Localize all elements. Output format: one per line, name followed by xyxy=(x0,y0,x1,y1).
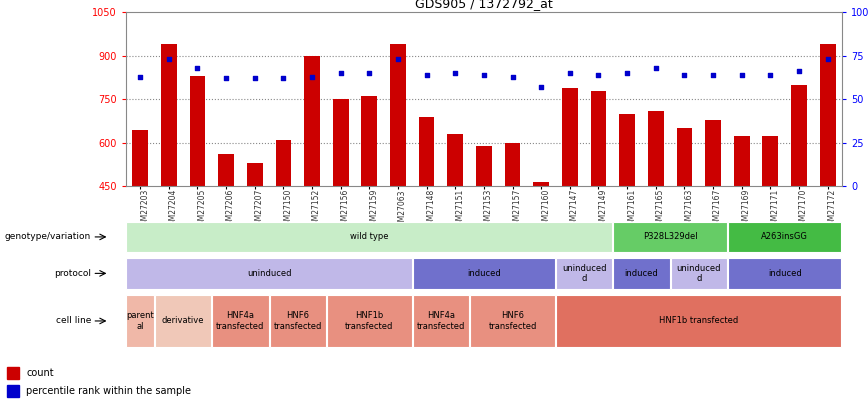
Bar xyxy=(728,258,841,289)
Bar xyxy=(155,295,211,347)
Bar xyxy=(361,96,378,186)
Point xyxy=(764,72,778,78)
Bar xyxy=(127,258,411,289)
Bar xyxy=(270,295,326,347)
Text: HNF6
transfected: HNF6 transfected xyxy=(489,311,536,330)
Text: HNF6
transfected: HNF6 transfected xyxy=(273,311,322,330)
Bar xyxy=(476,146,492,186)
Point xyxy=(333,70,347,76)
Text: induced: induced xyxy=(467,269,501,278)
Bar xyxy=(418,117,435,186)
Point xyxy=(820,56,834,62)
Text: cell line: cell line xyxy=(56,316,91,326)
Bar xyxy=(733,136,750,186)
Bar xyxy=(218,154,234,186)
Bar xyxy=(470,295,555,347)
Bar xyxy=(676,128,693,186)
Bar xyxy=(132,130,148,186)
Bar xyxy=(327,295,411,347)
Bar xyxy=(762,136,779,186)
Text: protocol: protocol xyxy=(54,269,91,278)
Point xyxy=(448,70,462,76)
Point xyxy=(534,84,549,90)
Point xyxy=(305,73,319,80)
Point xyxy=(592,72,606,78)
Point xyxy=(562,70,576,76)
Point xyxy=(133,73,147,80)
Point xyxy=(620,70,634,76)
Bar xyxy=(791,85,807,186)
Bar xyxy=(648,111,664,186)
Text: uninduced
d: uninduced d xyxy=(562,264,607,283)
Point xyxy=(477,72,491,78)
Bar xyxy=(390,44,406,186)
Text: genotype/variation: genotype/variation xyxy=(5,232,91,241)
Text: HNF1b transfected: HNF1b transfected xyxy=(659,316,739,326)
Bar xyxy=(562,87,578,186)
Title: GDS905 / 1372792_at: GDS905 / 1372792_at xyxy=(415,0,553,10)
Bar xyxy=(413,258,555,289)
Bar xyxy=(213,295,268,347)
Point xyxy=(219,75,233,81)
Bar xyxy=(619,114,635,186)
Point xyxy=(648,65,663,71)
Bar xyxy=(705,119,721,186)
Bar xyxy=(533,182,549,186)
Bar xyxy=(275,140,292,186)
Text: induced: induced xyxy=(768,269,801,278)
Bar xyxy=(127,222,612,252)
Point xyxy=(419,72,433,78)
Point xyxy=(276,75,290,81)
Text: HNF4a
transfected: HNF4a transfected xyxy=(216,311,265,330)
Point xyxy=(734,72,748,78)
Bar xyxy=(819,44,836,186)
Bar xyxy=(504,143,521,186)
Bar xyxy=(7,367,19,379)
Bar xyxy=(671,258,727,289)
Point xyxy=(505,73,519,80)
Point xyxy=(248,75,262,81)
Bar xyxy=(556,295,841,347)
Point xyxy=(161,56,175,62)
Bar xyxy=(447,134,464,186)
Text: uninduced
d: uninduced d xyxy=(676,264,721,283)
Bar xyxy=(413,295,469,347)
Text: uninduced: uninduced xyxy=(247,269,292,278)
Point xyxy=(792,68,806,75)
Bar xyxy=(590,91,607,186)
Bar xyxy=(332,99,349,186)
Text: HNF1b
transfected: HNF1b transfected xyxy=(345,311,393,330)
Text: derivative: derivative xyxy=(162,316,204,326)
Text: induced: induced xyxy=(625,269,658,278)
Bar xyxy=(161,44,177,186)
Bar xyxy=(304,56,320,186)
Point xyxy=(391,56,404,62)
Text: parent
al: parent al xyxy=(127,311,154,330)
Point xyxy=(707,72,720,78)
Text: wild type: wild type xyxy=(350,232,389,241)
Text: count: count xyxy=(26,368,54,377)
Bar xyxy=(127,295,154,347)
Bar xyxy=(728,222,841,252)
Bar xyxy=(556,258,612,289)
Bar xyxy=(247,163,263,186)
Point xyxy=(677,72,691,78)
Text: percentile rank within the sample: percentile rank within the sample xyxy=(26,386,191,396)
Bar xyxy=(189,76,206,186)
Point xyxy=(190,65,204,71)
Bar xyxy=(614,222,727,252)
Text: P328L329del: P328L329del xyxy=(643,232,697,241)
Bar xyxy=(614,258,669,289)
Text: HNF4a
transfected: HNF4a transfected xyxy=(417,311,465,330)
Point xyxy=(362,70,376,76)
Bar xyxy=(7,385,19,397)
Text: A263insGG: A263insGG xyxy=(761,232,808,241)
